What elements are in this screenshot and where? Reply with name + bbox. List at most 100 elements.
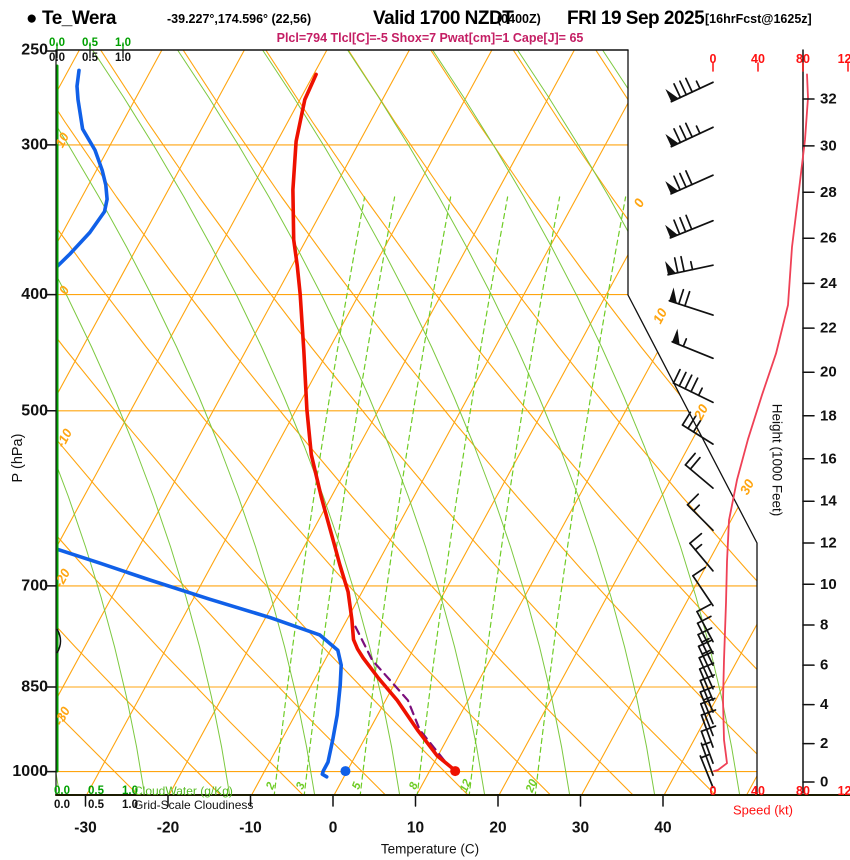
pressure-tick-label: 850 bbox=[21, 679, 48, 696]
wind-speed-curve bbox=[713, 73, 809, 772]
station-name: Te_Wera bbox=[42, 8, 116, 29]
wind-barb bbox=[698, 662, 715, 702]
pressure-tick-label: 1000 bbox=[12, 763, 48, 780]
wind-barb bbox=[698, 650, 714, 690]
barb-full bbox=[684, 452, 696, 466]
barb-full bbox=[699, 685, 716, 693]
barb-staff bbox=[696, 622, 714, 655]
cloudwater-scale-top-label: 1.0 bbox=[115, 37, 131, 49]
height-tick-label: 18 bbox=[820, 407, 837, 424]
barb-full bbox=[698, 650, 714, 659]
height-tick-label: 22 bbox=[820, 320, 837, 337]
dry-adiabat-line bbox=[56, 50, 389, 795]
barb-staff bbox=[689, 542, 714, 572]
curves-layer bbox=[56, 68, 461, 779]
wind-barb bbox=[684, 452, 714, 489]
wind-barb bbox=[665, 214, 714, 239]
pressure-tick-label: 400 bbox=[21, 286, 48, 303]
speed-tick-label: 40 bbox=[751, 52, 765, 66]
mixing-ratio-line bbox=[273, 196, 366, 795]
barb-full bbox=[679, 172, 687, 189]
barb-full bbox=[673, 257, 679, 274]
speed-tick-label: 120 bbox=[838, 52, 850, 66]
barb-full bbox=[687, 414, 697, 430]
isotherm-label-right: 10 bbox=[650, 305, 671, 326]
barb-half bbox=[702, 696, 712, 701]
height-tick-label: 26 bbox=[820, 230, 837, 247]
barb-staff bbox=[686, 503, 714, 532]
moist-adiabat-line bbox=[430, 50, 741, 795]
barb-full bbox=[689, 532, 703, 545]
moist-adiabat-line bbox=[260, 50, 571, 795]
barb-staff bbox=[667, 264, 714, 276]
speed-tick-label: 0 bbox=[710, 784, 717, 798]
moist-adiabat-line bbox=[56, 50, 146, 795]
dry-adiabat-line bbox=[841, 47, 850, 797]
barb-full bbox=[684, 374, 693, 390]
right-boundary bbox=[627, 49, 758, 796]
barb-full bbox=[685, 170, 693, 186]
isotherm-line bbox=[56, 50, 163, 795]
pressure-tick-label: 250 bbox=[21, 42, 48, 59]
barb-full bbox=[673, 83, 682, 99]
temp-tick-label: 0 bbox=[329, 820, 338, 837]
barb-full bbox=[679, 80, 688, 96]
barb-half bbox=[695, 125, 701, 135]
barb-staff bbox=[696, 610, 714, 643]
barb-half bbox=[692, 504, 701, 512]
valid-date: FRI 19 Sep 2025 bbox=[567, 8, 705, 29]
cloudiness-scale-top-label: 0.0 bbox=[49, 52, 65, 64]
isotherm-line bbox=[56, 50, 410, 795]
pressure-tick-label: 300 bbox=[21, 136, 48, 153]
wind-barb bbox=[671, 328, 714, 360]
dry-adiabat-line bbox=[56, 50, 554, 795]
forecast-run-info: [16hrFcst@1625z] bbox=[705, 12, 812, 26]
barb-full bbox=[692, 418, 703, 433]
mixing-ratio-line bbox=[534, 196, 627, 795]
moist-adiabat-line bbox=[345, 50, 656, 795]
cloudwater-scale-top-label: 0.5 bbox=[82, 37, 99, 49]
barb-full bbox=[673, 128, 682, 144]
isotherm-label-right: 0 bbox=[631, 196, 648, 210]
speed-tick-label: 80 bbox=[796, 784, 810, 798]
mixing-ratio-label: 20 bbox=[524, 777, 541, 795]
barb-half bbox=[701, 649, 711, 655]
height-tick-label: 16 bbox=[820, 450, 837, 467]
barb-full bbox=[681, 411, 692, 426]
wind-barb bbox=[699, 674, 716, 713]
mixing-ratio-label: 5 bbox=[350, 780, 364, 791]
wind-barb bbox=[692, 566, 714, 607]
barb-staff bbox=[697, 633, 714, 666]
barb-full bbox=[699, 697, 716, 705]
temp-tick-label: 20 bbox=[489, 820, 506, 837]
barb-full bbox=[700, 709, 717, 716]
isotherm-label-right: 20 bbox=[690, 401, 711, 423]
height-axis-title: Height (1000 Feet) bbox=[770, 404, 785, 517]
barb-pennant bbox=[665, 134, 679, 147]
barb-staff bbox=[699, 755, 714, 789]
bullet-icon: ● bbox=[26, 8, 37, 29]
speed-tick-label: 120 bbox=[838, 784, 850, 798]
height-tick-label: 2 bbox=[820, 735, 828, 752]
barb-pennant bbox=[665, 89, 679, 102]
pressure-tick-label: 700 bbox=[21, 577, 48, 594]
barb-half bbox=[689, 260, 694, 271]
wind-barb bbox=[699, 697, 716, 737]
dry-adiabat-line bbox=[510, 50, 757, 795]
wind-barb bbox=[689, 532, 714, 572]
height-tick-label: 24 bbox=[820, 275, 837, 292]
mixing-ratio-line bbox=[468, 196, 561, 795]
barb-half bbox=[697, 387, 703, 397]
barb-full bbox=[697, 639, 714, 648]
barb-full bbox=[678, 371, 687, 387]
height-tick-label: 8 bbox=[820, 616, 828, 633]
barb-full bbox=[673, 219, 681, 235]
barb-pennant bbox=[669, 287, 677, 304]
cloudwater-scale-bottom-label: 1.0 bbox=[122, 785, 138, 797]
height-tick-label: 30 bbox=[820, 137, 837, 154]
moist-adiabat-line bbox=[600, 50, 757, 795]
height-tick-label: 4 bbox=[820, 696, 829, 713]
barb-full bbox=[689, 456, 701, 470]
cloudiness-scale-top-label: 1.0 bbox=[115, 52, 131, 64]
